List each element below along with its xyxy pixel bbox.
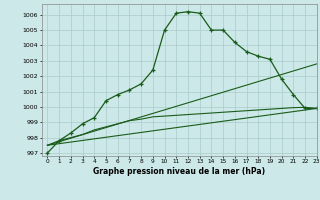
X-axis label: Graphe pression niveau de la mer (hPa): Graphe pression niveau de la mer (hPa): [93, 167, 265, 176]
